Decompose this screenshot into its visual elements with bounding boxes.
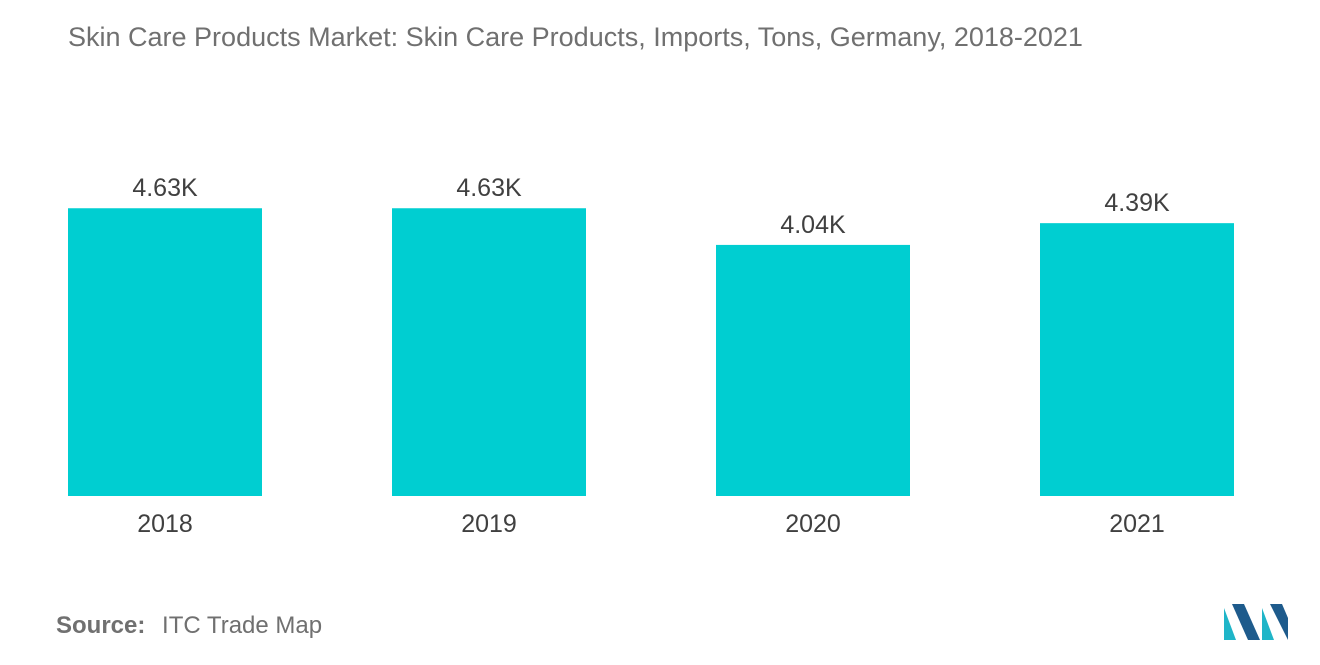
- data-label-2018: 4.63K: [132, 174, 198, 202]
- logo-end-stroke: [1270, 604, 1288, 640]
- bar-2021: [1040, 223, 1234, 497]
- bar-2019: [392, 208, 586, 496]
- data-label-2020: 4.04K: [780, 211, 846, 239]
- source-label: Source:: [56, 612, 146, 639]
- data-label-2019: 4.63K: [456, 174, 522, 202]
- bar-2018: [68, 208, 262, 496]
- chart-title: Skin Care Products Market: Skin Care Pro…: [68, 22, 1083, 52]
- bar-2020: [716, 244, 910, 496]
- logo-right-stroke: [1262, 608, 1274, 640]
- data-label-2021: 4.39K: [1104, 189, 1170, 217]
- logo-left-stroke: [1224, 608, 1236, 640]
- x-tick-label-2021: 2021: [1109, 510, 1165, 538]
- source-note: Source: ITC Trade Map: [56, 612, 322, 640]
- x-tick-label-2018: 2018: [137, 510, 193, 538]
- x-tick-label-2019: 2019: [461, 510, 517, 538]
- source-text: ITC Trade Map: [162, 612, 323, 639]
- brand-logo-icon: [1224, 604, 1288, 640]
- x-tick-label-2020: 2020: [785, 510, 841, 538]
- logo-mid-stroke: [1232, 604, 1260, 640]
